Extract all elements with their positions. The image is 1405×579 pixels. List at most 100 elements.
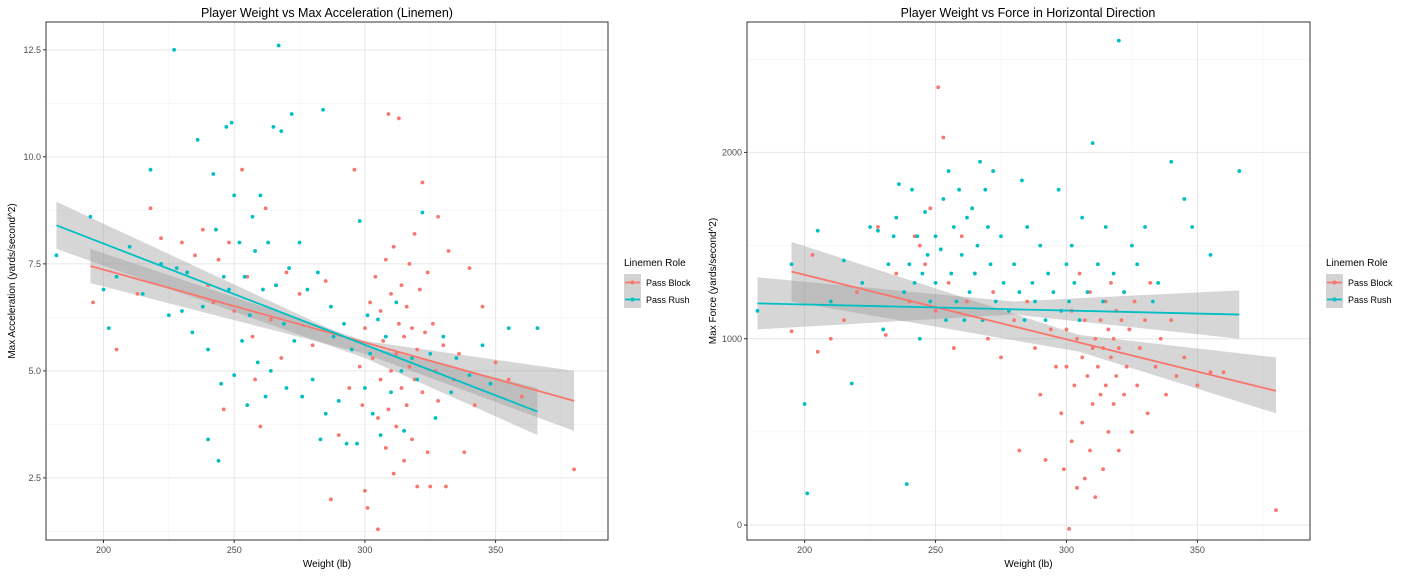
data-point-pass-rush — [1116, 38, 1121, 43]
data-point-pass-block — [114, 347, 119, 352]
data-point-pass-rush — [342, 321, 346, 326]
data-point-pass-block — [1124, 364, 1129, 369]
data-point-pass-rush — [841, 258, 846, 263]
data-point-pass-rush — [1156, 280, 1161, 285]
data-point-pass-block — [425, 270, 430, 275]
data-point-pass-block — [258, 424, 263, 429]
data-point-pass-block — [430, 321, 435, 326]
data-point-pass-block — [1080, 355, 1085, 360]
legend-key-point — [1332, 297, 1337, 302]
data-point-pass-rush — [946, 169, 951, 173]
data-point-pass-block — [1088, 290, 1092, 295]
data-point-pass-rush — [297, 240, 302, 245]
plot-border — [746, 21, 1311, 541]
data-point-pass-block — [407, 261, 412, 266]
data-point-pass-rush — [88, 214, 93, 219]
data-point-pass-rush — [279, 129, 284, 134]
data-point-pass-rush — [449, 390, 454, 395]
data-point-pass-block — [876, 225, 880, 229]
x-tick-label: 250 — [928, 545, 943, 555]
data-point-pass-block — [91, 300, 95, 305]
data-point-pass-block — [828, 336, 833, 341]
data-point-pass-rush — [1130, 243, 1134, 248]
x-tick-label: 300 — [357, 545, 372, 555]
data-point-pass-rush — [1038, 243, 1043, 248]
data-point-pass-rush — [185, 270, 190, 275]
data-point-pass-rush — [310, 377, 315, 382]
data-point-pass-rush — [1095, 262, 1100, 267]
data-point-pass-block — [1095, 364, 1100, 369]
legend-label: Pass Rush — [646, 295, 690, 305]
legend-label: Pass Block — [646, 278, 691, 288]
data-point-pass-rush — [986, 225, 990, 229]
data-point-pass-block — [396, 116, 401, 121]
data-point-pass-block — [1098, 392, 1103, 397]
data-point-pass-block — [1109, 355, 1113, 360]
data-point-pass-rush — [216, 458, 221, 463]
data-point-pass-rush — [258, 193, 263, 198]
data-point-pass-rush — [923, 210, 927, 214]
data-point-pass-block — [310, 343, 315, 348]
data-point-pass-rush — [1111, 271, 1116, 276]
data-point-pass-rush — [999, 234, 1003, 239]
data-point-pass-block — [436, 398, 440, 403]
data-point-pass-block — [376, 416, 380, 420]
data-point-pass-rush — [127, 244, 132, 249]
legend-key-point — [1332, 280, 1337, 285]
data-point-pass-rush — [240, 339, 244, 343]
fit-line-pass-rush — [56, 224, 538, 413]
data-point-pass-block — [923, 262, 927, 267]
data-point-pass-rush — [993, 299, 998, 304]
data-point-pass-block — [917, 243, 922, 248]
x-tick-label: 350 — [1190, 545, 1205, 555]
data-point-pass-rush — [114, 274, 119, 279]
data-point-pass-rush — [1020, 178, 1024, 183]
data-point-pass-block — [253, 377, 258, 382]
data-point-pass-rush — [912, 280, 917, 285]
data-point-pass-rush — [365, 313, 370, 318]
data-point-pass-block — [410, 326, 414, 330]
data-point-pass-rush — [206, 437, 210, 442]
data-point-pass-block — [1122, 392, 1126, 397]
data-point-pass-rush — [281, 321, 286, 326]
y-tick-label: 5.0 — [28, 366, 41, 376]
data-point-pass-block — [1080, 420, 1085, 425]
data-point-pass-block — [394, 351, 399, 356]
data-point-pass-rush — [174, 266, 179, 271]
data-point-pass-rush — [221, 274, 226, 279]
data-point-pass-rush — [925, 253, 930, 257]
data-point-pass-rush — [148, 167, 153, 172]
data-point-pass-block — [216, 257, 221, 262]
fit-line-pass-block — [90, 265, 575, 402]
plot-border — [45, 21, 609, 541]
data-point-pass-block — [1221, 370, 1226, 375]
data-point-pass-block — [1090, 346, 1095, 350]
data-point-pass-block — [1109, 280, 1113, 285]
data-point-pass-rush — [441, 334, 446, 339]
data-point-pass-block — [1077, 271, 1082, 276]
data-point-pass-rush — [214, 227, 218, 232]
data-point-pass-rush — [894, 215, 899, 220]
data-point-pass-block — [383, 257, 388, 262]
data-point-pass-rush — [1043, 318, 1048, 323]
data-point-pass-rush — [891, 234, 896, 239]
data-point-pass-rush — [1077, 318, 1082, 323]
data-point-pass-rush — [166, 313, 171, 318]
data-point-pass-block — [951, 346, 956, 350]
data-point-pass-block — [357, 364, 362, 369]
data-point-pass-rush — [274, 283, 278, 288]
x-tick-label: 300 — [1059, 545, 1074, 555]
data-point-pass-block — [389, 369, 393, 373]
data-point-pass-block — [1116, 346, 1121, 350]
data-point-pass-rush — [896, 182, 901, 187]
data-point-pass-rush — [962, 318, 967, 323]
data-point-pass-rush — [331, 334, 336, 339]
data-point-pass-block — [462, 450, 467, 455]
data-point-pass-block — [376, 527, 380, 532]
data-point-pass-rush — [402, 428, 407, 433]
data-point-pass-block — [428, 484, 433, 489]
data-point-pass-rush — [211, 172, 216, 176]
data-point-pass-rush — [323, 411, 328, 416]
data-point-pass-block — [1111, 402, 1116, 406]
data-point-pass-rush — [1143, 225, 1147, 229]
